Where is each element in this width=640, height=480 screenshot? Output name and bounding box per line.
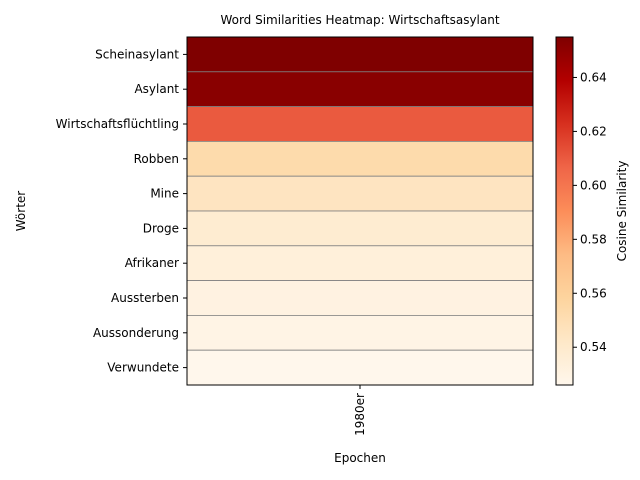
y-tick-label: Wirtschaftsflüchtling bbox=[56, 117, 179, 131]
heatmap-cell bbox=[186, 245, 534, 282]
heatmap-cell bbox=[186, 349, 534, 386]
y-tick-label: Droge bbox=[143, 221, 179, 235]
y-tick-label: Aussonderung bbox=[93, 326, 179, 340]
heatmap-cell bbox=[186, 106, 534, 142]
heatmap-cell bbox=[186, 314, 534, 351]
colorbar-tick-label: 0.56 bbox=[580, 286, 607, 300]
colorbar-tick-label: 0.58 bbox=[580, 232, 607, 246]
chart-title: Word Similarities Heatmap: Wirtschaftsas… bbox=[220, 13, 499, 27]
y-tick-label: Scheinasylant bbox=[95, 47, 179, 61]
x-tick-label: 1980er bbox=[353, 393, 367, 436]
heatmap-cell bbox=[186, 210, 534, 247]
heatmap-cell bbox=[186, 36, 534, 73]
heatmap-cell bbox=[186, 175, 534, 212]
y-tick-label: Verwundete bbox=[107, 361, 179, 375]
heatmap-cell bbox=[186, 280, 534, 316]
colorbar-tick-label: 0.62 bbox=[580, 124, 607, 138]
colorbar-tick-label: 0.54 bbox=[580, 340, 607, 354]
y-tick-label: Robben bbox=[134, 152, 179, 166]
y-tick-label: Mine bbox=[150, 187, 179, 201]
x-axis-label: Epochen bbox=[334, 451, 386, 465]
x-axis: 1980er bbox=[353, 385, 367, 436]
colorbar-label: Cosine Similarity bbox=[615, 161, 629, 262]
y-tick-label: Afrikaner bbox=[125, 256, 179, 270]
y-tick-label: Asylant bbox=[134, 82, 179, 96]
colorbar-tick-label: 0.64 bbox=[580, 70, 607, 84]
colorbar-ticks: 0.54 0.56 0.58 0.60 0.62 0.64 bbox=[573, 70, 607, 354]
y-axis-label: Wörter bbox=[14, 191, 28, 232]
y-axis: Scheinasylant Asylant Wirtschaftsflüchtlin… bbox=[56, 47, 187, 375]
heatmap-cell bbox=[186, 71, 534, 108]
heatmap-cell bbox=[186, 140, 534, 177]
colorbar bbox=[555, 36, 574, 386]
heatmap-cells bbox=[186, 36, 534, 386]
y-tick-label: Aussterben bbox=[111, 291, 179, 305]
colorbar-tick-label: 0.60 bbox=[580, 178, 607, 192]
